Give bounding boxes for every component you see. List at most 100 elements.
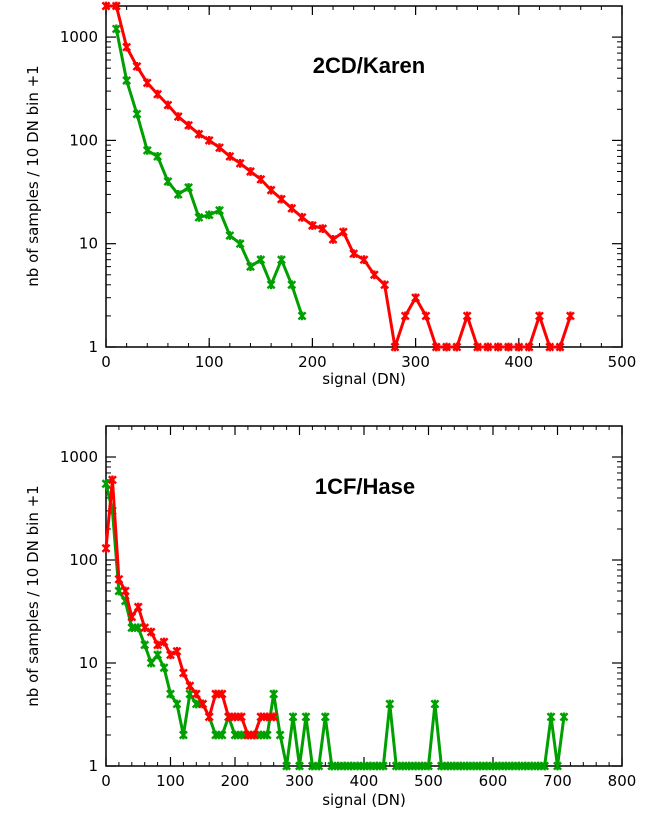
data-point [380,280,390,290]
data-point [431,342,441,352]
x-tick-label: 400 [350,772,379,790]
y-tick-label: 100 [69,551,98,569]
data-point [173,112,183,122]
axis-ticks: 0 100 200 300 400 500 1 10 100 1000 [60,5,636,371]
data-point [153,89,163,99]
data-point [217,689,227,699]
data-point [204,135,214,145]
data-point [269,689,279,699]
x-axis-label: signal (DN) [322,791,406,809]
data-point [328,234,338,244]
data-point [246,262,255,272]
x-tick-label: 200 [298,353,327,371]
data-point [204,712,214,722]
data-point [287,280,297,290]
data-point [565,311,575,321]
data-point [146,658,156,668]
x-tick-label: 400 [504,353,533,371]
series-line [106,4,572,349]
data-point [173,189,183,199]
data-point [442,342,452,352]
data-point [540,761,550,771]
data-point [146,627,156,637]
series-group [101,1,575,352]
data-point [297,311,307,321]
data-point [140,640,150,650]
data-point [184,120,194,130]
data-point [430,699,440,709]
data-point [122,42,132,52]
data-point [256,255,266,265]
data-point [101,1,111,11]
x-tick-label: 500 [414,772,443,790]
data-point [133,602,143,612]
data-point [266,280,276,290]
series-line [114,28,304,317]
data-point [153,151,163,161]
y-tick-label: 1 [88,757,98,775]
data-point [288,712,298,722]
x-tick-label: 300 [285,772,314,790]
x-tick-label: 600 [479,772,508,790]
y-tick-label: 1000 [60,28,98,46]
y-axis-label: nb of samples / 10 DN bin +1 [24,65,42,286]
chart-title: 2CD/Karen [313,53,425,78]
data-point [473,342,482,352]
data-point [172,699,182,709]
data-point [191,689,201,699]
data-point [297,212,307,222]
data-point [369,270,379,280]
data-point [163,177,173,186]
data-point [452,342,462,352]
data-point [194,129,204,139]
y-tick-label: 1 [88,338,98,356]
data-point [178,730,188,740]
y-tick-label: 10 [79,654,98,672]
y-tick-label: 10 [79,235,98,253]
data-point [217,730,227,740]
data-point [400,311,410,321]
data-point [307,221,317,230]
x-tick-label: 700 [543,772,572,790]
chart-panel-top: 2CD/Karen signal (DN) nb of samples / 10… [24,1,636,388]
data-point [153,640,163,650]
data-point [122,76,132,85]
series-line [104,483,566,768]
data-point [172,646,182,656]
data-point [142,78,152,88]
data-point [338,227,348,237]
data-point [111,1,121,11]
x-axis-label: signal (DN) [322,370,406,388]
data-point [349,249,359,259]
data-point [411,293,421,303]
data-point [275,730,285,740]
data-point [269,712,279,722]
x-tick-label: 0 [101,772,111,790]
data-point [235,239,245,249]
x-tick-label: 800 [608,772,637,790]
data-point [287,203,297,213]
data-point [493,342,503,352]
data-point [237,712,246,722]
data-point [249,730,259,740]
plot-frame [105,5,623,348]
data-point [524,342,534,352]
data-point [111,24,121,34]
data-point [166,650,175,660]
data-point [276,255,286,265]
data-point [318,224,328,234]
data-point [559,712,569,722]
data-point [545,342,555,352]
data-point [198,699,208,709]
data-point [194,212,204,222]
data-point [424,761,433,771]
y-tick-label: 100 [69,131,98,149]
y-tick-label: 1000 [60,448,98,466]
data-point [534,311,544,321]
data-point [282,761,292,771]
data-point [555,342,565,352]
x-tick-label: 200 [221,772,250,790]
data-point [295,761,304,771]
data-point [504,342,513,352]
data-point [266,185,276,195]
